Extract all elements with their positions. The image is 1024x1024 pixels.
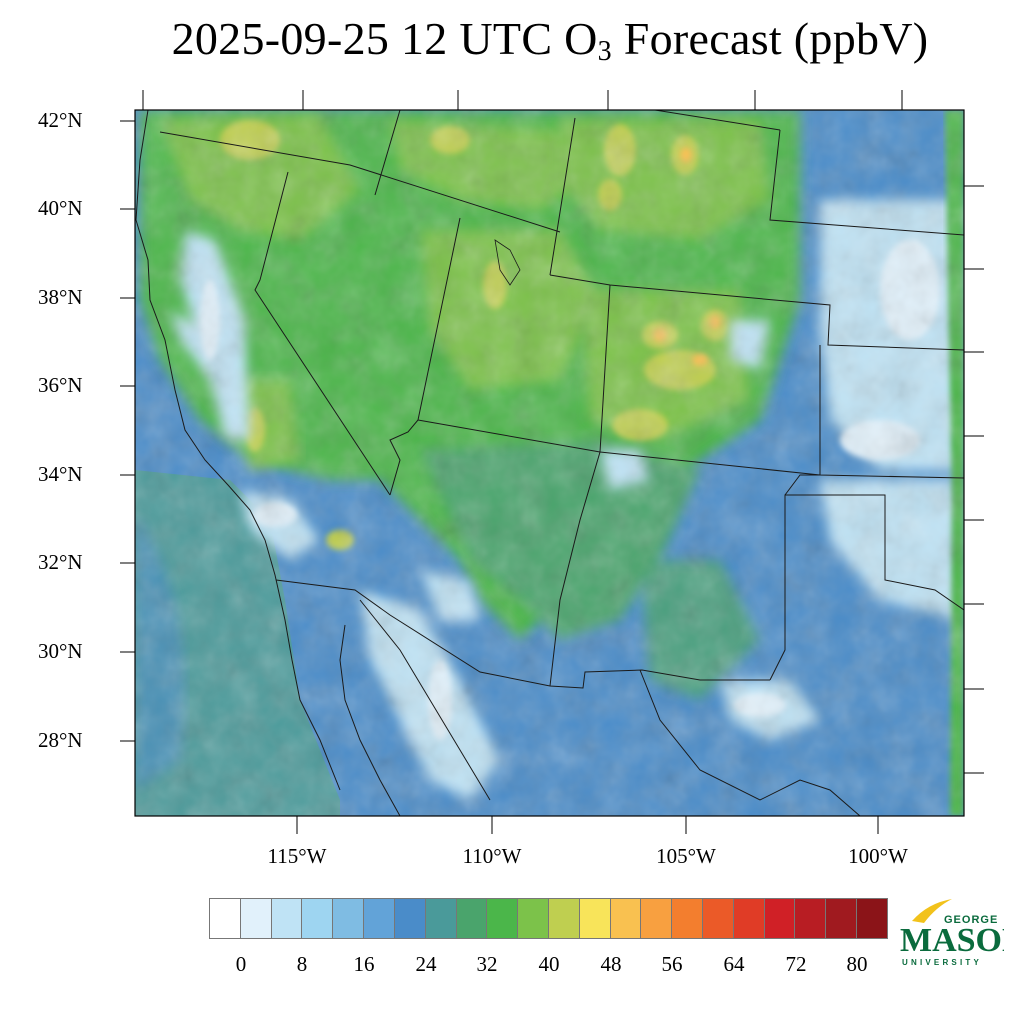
logo-line3: UNIVERSITY bbox=[902, 958, 982, 967]
colorbar-swatch bbox=[301, 898, 334, 939]
gmu-logo: GEORGE MASON UNIVERSITY bbox=[900, 899, 1004, 967]
lon-label-105w: 105°W bbox=[656, 844, 716, 868]
colorbar-tick-label: 32 bbox=[476, 952, 498, 976]
colorbar-swatch bbox=[856, 898, 888, 939]
lat-label-36n: 36°N bbox=[38, 373, 83, 397]
lat-label-40n: 40°N bbox=[38, 196, 83, 220]
colorbar-swatch bbox=[547, 898, 580, 939]
colorbar-swatch bbox=[825, 898, 858, 939]
colorbar-swatch bbox=[578, 898, 611, 939]
colorbar-swatch bbox=[486, 898, 519, 939]
colorbar-tick-label: 48 bbox=[600, 952, 622, 976]
colorbar-swatch bbox=[517, 898, 549, 939]
colorbar-tick-label: 64 bbox=[723, 952, 745, 976]
colorbar-swatch bbox=[209, 898, 241, 939]
lat-label-30n: 30°N bbox=[38, 639, 83, 663]
colorbar-swatch bbox=[671, 898, 703, 939]
boundaries bbox=[135, 110, 964, 816]
colorbar-tick-label: 8 bbox=[296, 952, 308, 976]
lon-label-110w: 110°W bbox=[462, 844, 522, 868]
colorbar-tick-label: 56 bbox=[661, 952, 683, 976]
colorbar-tick-label: 24 bbox=[415, 952, 437, 976]
colorbar-tick-label: 80 bbox=[846, 952, 868, 976]
colorbar-swatch bbox=[609, 898, 642, 939]
colorbar-swatch bbox=[363, 898, 395, 939]
colorbar-swatch bbox=[763, 898, 796, 939]
colorbar-swatch bbox=[393, 898, 426, 939]
logo-line2: MASON bbox=[900, 922, 1004, 959]
colorbar-tick-label: 0 bbox=[235, 952, 247, 976]
colorbar-swatch bbox=[455, 898, 488, 939]
colorbar-swatch bbox=[732, 898, 765, 939]
colorbar bbox=[209, 898, 888, 939]
lon-label-100w: 100°W bbox=[848, 844, 908, 868]
colorbar-swatch bbox=[640, 898, 673, 939]
colorbar-swatch bbox=[270, 898, 303, 939]
lon-label-115w: 115°W bbox=[267, 844, 327, 868]
colorbar-tick-label: 16 bbox=[353, 952, 375, 976]
lat-label-32n: 32°N bbox=[38, 550, 83, 574]
logo-accent-swoosh bbox=[912, 899, 952, 923]
colorbar-swatch bbox=[424, 898, 457, 939]
lat-label-42n: 42°N bbox=[38, 108, 83, 132]
map-title: 2025-09-25 12 UTC O3 Forecast (ppbV) bbox=[171, 13, 929, 67]
lat-label-34n: 34°N bbox=[38, 462, 83, 486]
colorbar-swatch bbox=[702, 898, 734, 939]
lat-label-38n: 38°N bbox=[38, 285, 83, 309]
lat-label-28n: 28°N bbox=[38, 728, 83, 752]
colorbar-tick-label: 40 bbox=[538, 952, 560, 976]
colorbar-swatch bbox=[794, 898, 827, 939]
colorbar-tick-label: 72 bbox=[785, 952, 807, 976]
ozone-field bbox=[135, 110, 964, 816]
logo-line1: GEORGE bbox=[944, 914, 998, 926]
colorbar-swatch bbox=[239, 898, 272, 939]
colorbar-swatch bbox=[332, 898, 365, 939]
